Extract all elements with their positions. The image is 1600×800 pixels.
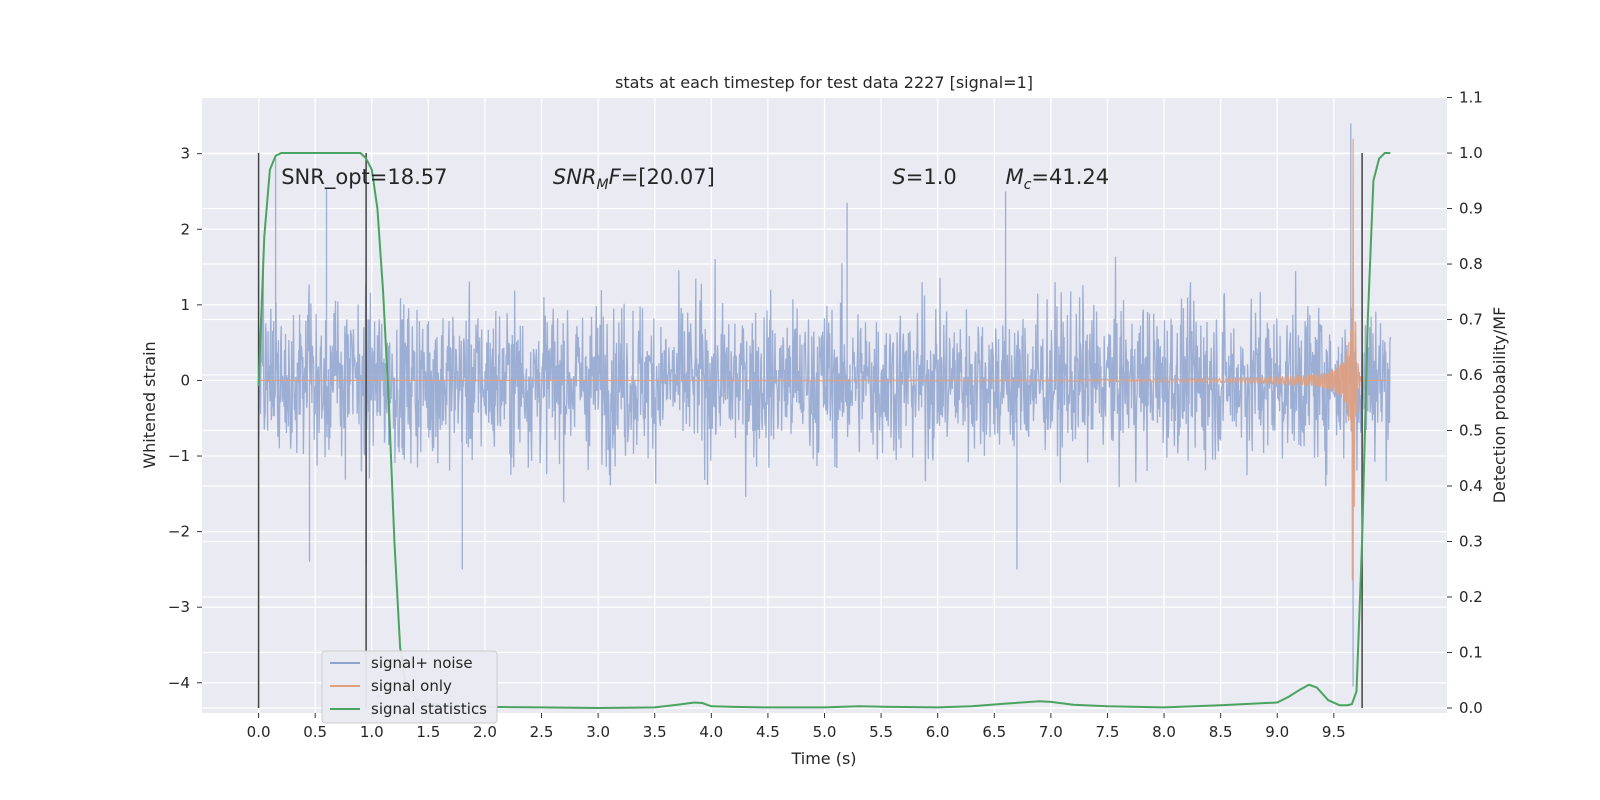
y2-tick-label: 0.1 [1459, 644, 1483, 662]
series-signal-statistics [257, 152, 1391, 710]
y-tick-label: 2 [180, 220, 190, 238]
x-tick-label: 1.5 [416, 723, 440, 741]
y2-tick-label: 0.4 [1459, 477, 1483, 495]
y-tick-label: 0 [180, 371, 190, 389]
legend-label-signal-only: signal only [371, 677, 452, 695]
legend-label-signal-statistics: signal statistics [371, 700, 487, 718]
signal-only-trace [258, 138, 1391, 581]
y-tick-label: −1 [168, 447, 190, 465]
annotations: SNR_opt=18.57 SNRMF=[20.07] S=1.0 Mc=41.24 [281, 165, 1109, 193]
y-tick-label: −2 [168, 523, 190, 541]
x-tick-label: 0.5 [303, 723, 327, 741]
x-axis-label: Time (s) [790, 749, 856, 768]
annotation-0: SNR_opt=18.57 [281, 165, 447, 190]
y2-tick-label: 1.0 [1459, 144, 1483, 162]
y2-tick-label: 0.0 [1459, 699, 1483, 717]
legend-box [321, 650, 498, 724]
annotation-1: SNRMF=[20.07] [553, 165, 715, 193]
y2-tick-label: 0.3 [1459, 533, 1483, 551]
x-tick-label: 5.5 [869, 723, 893, 741]
y-tick-label: 1 [180, 296, 190, 314]
x-tick-label: 4.0 [699, 723, 723, 741]
series-signal-only [258, 138, 1391, 581]
y-tick-label: −4 [168, 674, 190, 692]
legend-label-signal-noise: signal+ noise [371, 654, 473, 672]
signal-statistics-line [257, 152, 1391, 710]
y2-tick-label: 0.7 [1459, 311, 1483, 329]
x-tick-label: 7.5 [1096, 723, 1120, 741]
y2-tick-label: 0.5 [1459, 422, 1483, 440]
x-tick-label: 8.0 [1152, 723, 1176, 741]
x-tick-label: 9.5 [1322, 723, 1346, 741]
x-tick-label: 8.5 [1209, 723, 1233, 741]
axes: 0.0 0.5 1.0 1.5 2.0 2.5 3.0 3.5 4.0 4.5 5.0 5.5 6.0 6… [168, 89, 1483, 741]
legend: signal+ noise signal only signal statist… [321, 650, 498, 724]
y2-axis-label: Detection probability/MF [1490, 307, 1509, 504]
x-tick-label: 3.5 [643, 723, 667, 741]
vertical-markers [257, 153, 1363, 708]
y2-tick-label: 0.9 [1459, 200, 1483, 218]
x-tick-label: 7.0 [1039, 723, 1063, 741]
grid-lines [202, 96, 1447, 713]
x-tick-label: 0.0 [247, 723, 271, 741]
x-tick-label: 2.0 [473, 723, 497, 741]
x-tick-label: 6.0 [926, 723, 950, 741]
x-tick-label: 9.0 [1265, 723, 1289, 741]
x-tick-label: 2.5 [530, 723, 554, 741]
x-tick-label: 6.5 [982, 723, 1006, 741]
x-tick-label: 3.0 [586, 723, 610, 741]
x-tick-label: 1.0 [360, 723, 384, 741]
x-tick-label: 4.5 [756, 723, 780, 741]
y2-tick-label: 0.2 [1459, 588, 1483, 606]
y2-tick-label: 0.8 [1459, 255, 1483, 273]
y-axis-label: Whitened strain [140, 341, 159, 468]
annotation-3: Mc=41.24 [1006, 165, 1110, 193]
y-tick-label: 3 [180, 145, 190, 163]
y2-tick-label: 0.6 [1459, 366, 1483, 384]
annotation-2: S=1.0 [892, 165, 956, 189]
x-tick-label: 5.0 [813, 723, 837, 741]
y-tick-label: −3 [168, 598, 190, 616]
y2-tick-label: 1.1 [1459, 89, 1483, 107]
chart-title: stats at each timestep for test data 222… [615, 73, 1033, 92]
